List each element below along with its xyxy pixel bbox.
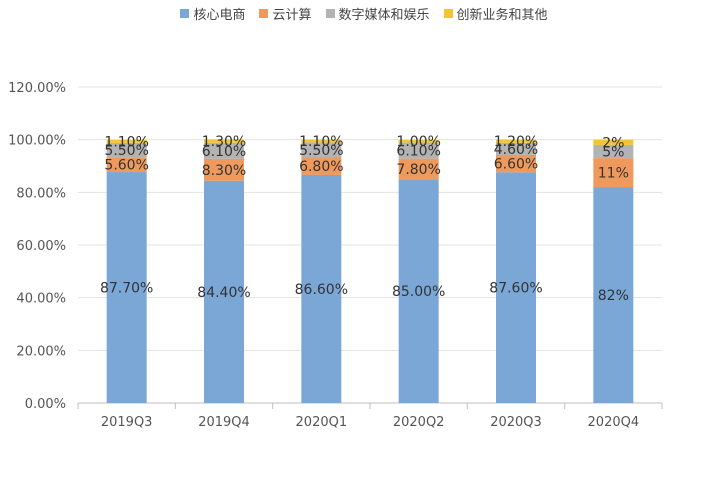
data-label: 7.80% (396, 162, 440, 178)
bar-segment (106, 139, 147, 143)
data-label: 86.60% (295, 282, 348, 298)
y-tick-label: 80.00% (16, 186, 66, 201)
bar-segment (398, 179, 439, 403)
bar-segment (204, 139, 244, 143)
data-label: 8.30% (202, 163, 246, 179)
data-label: 11% (598, 166, 629, 182)
bar-segment (593, 139, 634, 145)
data-label: 5.50% (299, 143, 343, 159)
data-label: 2% (602, 135, 624, 151)
bar-segment (106, 172, 147, 403)
legend-swatch (259, 9, 269, 18)
legend-swatch (180, 9, 190, 18)
data-label: 6.10% (396, 144, 440, 160)
legend-label: 创新业务和其他 (456, 8, 548, 23)
bar-segment (106, 142, 147, 158)
bar-segment (301, 174, 342, 403)
legend-swatch (325, 9, 335, 18)
data-label: 6.60% (494, 157, 538, 173)
y-tick-label: 120.00% (8, 81, 66, 96)
x-tick-label: 2019Q4 (198, 415, 250, 430)
bar-segment (204, 158, 244, 181)
bar-segment (204, 180, 244, 403)
x-tick-label: 2020Q4 (588, 415, 640, 430)
legend-label: 云计算 (272, 8, 312, 23)
data-label: 5.60% (104, 158, 148, 174)
data-label: 87.70% (100, 281, 153, 297)
bar-segment (398, 142, 439, 159)
y-tick-label: 100.00% (8, 134, 66, 149)
bar-segment (398, 139, 439, 143)
x-tick-label: 2020Q2 (393, 415, 445, 430)
bar-segment (496, 172, 536, 403)
y-tick-label: 60.00% (16, 239, 66, 254)
bar-segment (496, 142, 536, 155)
bar-segment (301, 142, 342, 158)
y-tick-label: 0.00% (25, 397, 66, 412)
bar-segment (593, 144, 634, 159)
legend-item: 数字媒体和娱乐 (325, 4, 430, 23)
legend: 核心电商 云计算 数字媒体和娱乐 创新业务和其他 (0, 4, 728, 23)
legend-swatch (443, 9, 453, 18)
legend-item: 核心电商 (180, 4, 245, 23)
y-tick-label: 40.00% (16, 292, 66, 307)
bar-segment (301, 139, 342, 143)
bar-segment (301, 157, 342, 175)
data-label: 5.50% (104, 143, 148, 159)
data-label: 1.10% (299, 134, 343, 150)
data-label: 1.20% (494, 134, 538, 150)
legend-item: 云计算 (259, 4, 312, 23)
bar-segment (398, 158, 439, 180)
data-label: 5% (602, 145, 624, 161)
bar-segment (496, 154, 536, 173)
legend-label: 数字媒体和娱乐 (338, 8, 430, 23)
data-label: 87.60% (489, 281, 542, 297)
legend-label: 核心电商 (193, 8, 246, 23)
y-tick-label: 20.00% (16, 344, 66, 359)
data-label: 85.00% (392, 284, 445, 300)
data-label: 6.80% (299, 159, 343, 175)
legend-item: 创新业务和其他 (443, 4, 548, 23)
data-label: 1.30% (202, 134, 246, 150)
data-label: 4.60% (494, 142, 538, 158)
data-label: 82% (598, 288, 629, 304)
bar-segment (204, 142, 244, 159)
data-label: 6.10% (202, 144, 246, 160)
bar-segment (106, 157, 147, 173)
bar-segment (496, 139, 536, 143)
data-label: 1.10% (104, 134, 148, 150)
bar-segment (593, 158, 634, 188)
data-label: 84.40% (197, 285, 250, 301)
x-tick-label: 2020Q3 (490, 415, 542, 430)
bar-segment (593, 187, 634, 403)
x-tick-label: 2019Q3 (101, 415, 153, 430)
data-label: 1.00% (396, 134, 440, 150)
x-tick-label: 2020Q1 (296, 415, 348, 430)
